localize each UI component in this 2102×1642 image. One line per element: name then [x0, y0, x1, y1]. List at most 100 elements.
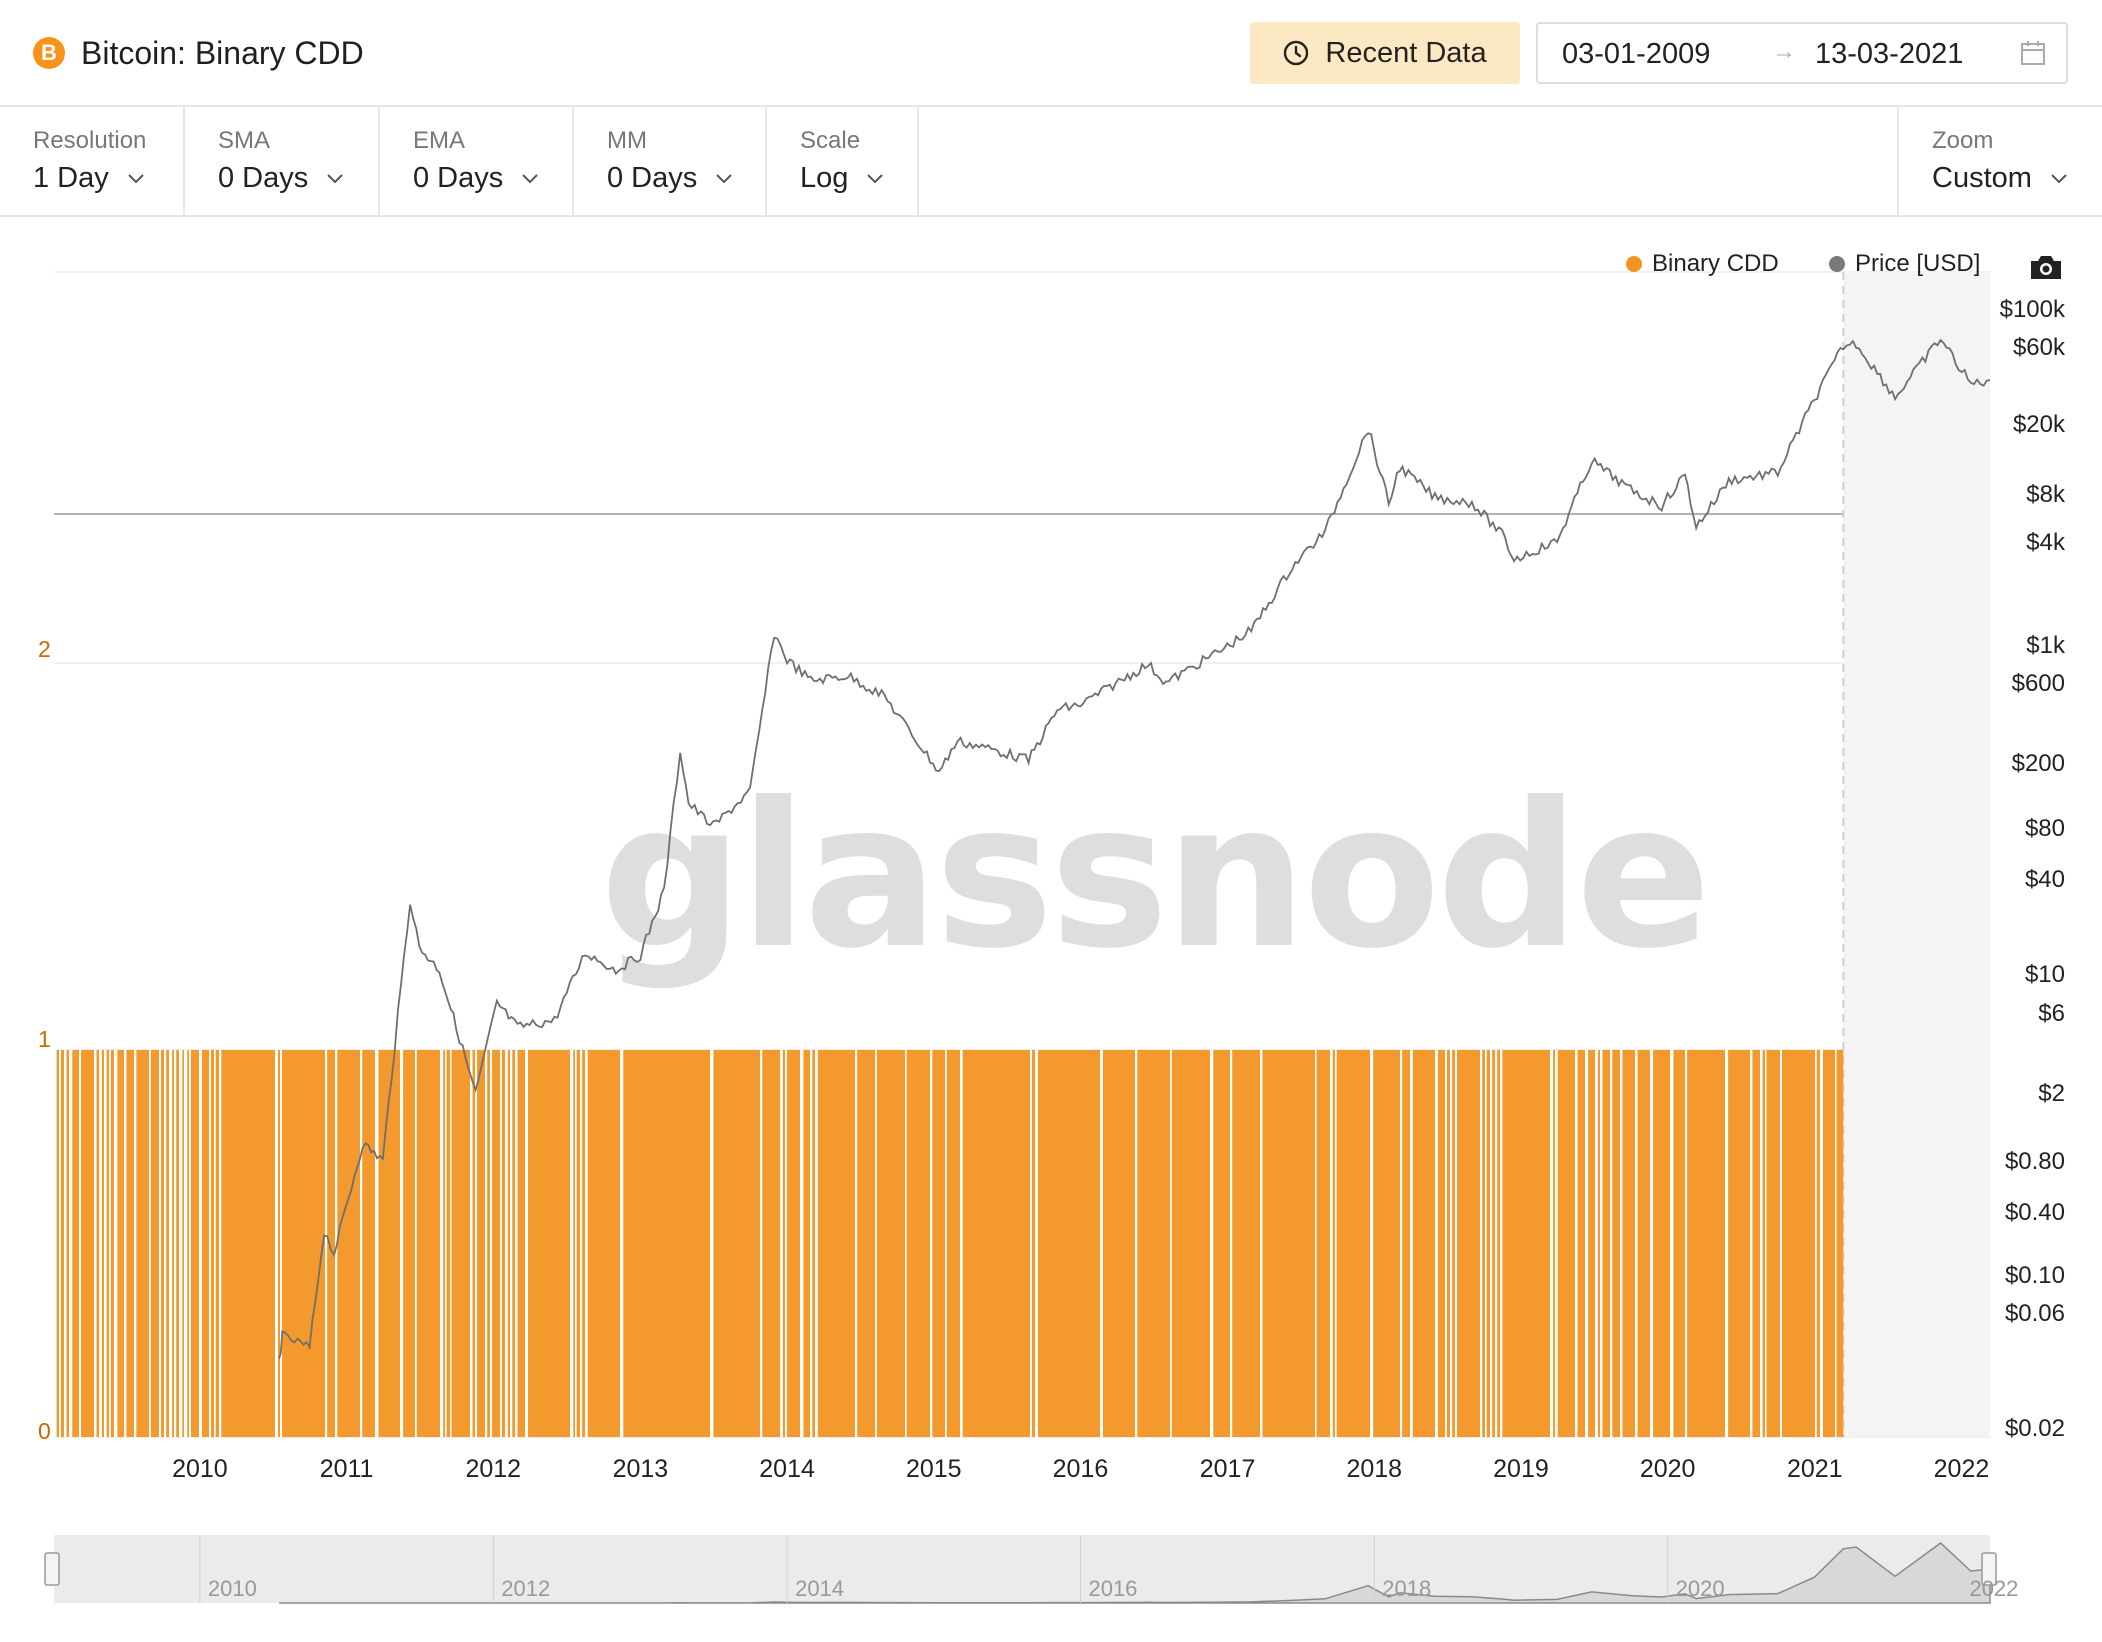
scale-dropdown[interactable]: Scale Log [767, 107, 919, 215]
right-tick-label: $20k [2012, 411, 2065, 438]
binary-cdd-zero-gap [335, 1050, 338, 1437]
right-tick-label: $0.06 [2004, 1300, 2065, 1327]
binary-cdd-zero-gap [1370, 1050, 1374, 1437]
binary-cdd-zero-gap [94, 1050, 97, 1437]
binary-cdd-zero-gap [1435, 1050, 1438, 1437]
binary-cdd-zero-gap [59, 1050, 61, 1437]
navigator-tick-label: 2010 [207, 1576, 257, 1601]
x-tick-label: 2022 [1933, 1455, 1990, 1483]
camera-icon[interactable] [2029, 253, 2063, 281]
right-tick-label: $6 [2038, 1000, 2065, 1027]
navigator-left-handle[interactable] [44, 1552, 60, 1586]
binary-cdd-zero-gap [945, 1050, 947, 1437]
binary-cdd-zero-gap [1685, 1050, 1688, 1437]
binary-cdd-zero-gap [1260, 1050, 1263, 1437]
chart-header: B Bitcoin: Binary CDD Recent Data 03-01-… [0, 0, 2102, 107]
right-tick-label: $4k [2026, 529, 2065, 556]
right-tick-label: $1k [2026, 632, 2065, 659]
chevron-down-icon [327, 173, 343, 183]
navigator-tick-label: 2022 [1969, 1576, 2019, 1601]
binary-cdd-zero-gap [1550, 1050, 1554, 1437]
date-end-field[interactable]: 13-03-2021 [1815, 38, 1964, 70]
x-tick-label: 2018 [1346, 1455, 1403, 1483]
binary-cdd-zero-gap [179, 1050, 183, 1437]
binary-cdd-zero-gap [1030, 1050, 1032, 1437]
binary-cdd-zero-gap [1485, 1050, 1487, 1437]
binary-cdd-zero-gap [1490, 1050, 1493, 1437]
glassnode-watermark: glassnode [600, 760, 1711, 993]
binary-cdd-zero-gap [1835, 1050, 1837, 1437]
recent-data-button[interactable]: Recent Data [1250, 22, 1520, 84]
binary-cdd-zero-gap [1670, 1050, 1674, 1437]
binary-cdd-zero-gap [69, 1050, 73, 1437]
recent-data-label: Recent Data [1325, 36, 1487, 69]
binary-cdd-zero-gap [114, 1050, 118, 1437]
binary-cdd-zero-gap [325, 1050, 328, 1437]
binary-cdd-zero-gap [400, 1050, 404, 1437]
binary-cdd-zero-gap [1410, 1050, 1413, 1437]
binary-cdd-zero-gap [1330, 1050, 1333, 1437]
binary-cdd-zero-gap [184, 1050, 188, 1437]
calendar-icon[interactable] [2020, 39, 2046, 67]
x-tick-label: 2010 [172, 1455, 228, 1483]
binary-cdd-zero-gap [525, 1050, 529, 1437]
ema-label: EMA [413, 127, 466, 154]
navigator-right-handle[interactable] [1981, 1552, 1997, 1586]
legend-price[interactable]: Price [USD] [1829, 250, 1980, 278]
sma-dropdown[interactable]: SMA 0 Days [185, 107, 380, 215]
ema-value: 0 Days [413, 162, 539, 195]
legend-price-dot [1829, 256, 1845, 272]
right-tick-label: $0.40 [2004, 1199, 2065, 1226]
binary-cdd-zero-gap [580, 1050, 583, 1437]
right-tick-label: $60k [2012, 334, 2065, 361]
binary-cdd-zero-gap [199, 1050, 203, 1437]
binary-cdd-zero-gap [1135, 1050, 1138, 1437]
page-title: Bitcoin: Binary CDD [81, 34, 364, 71]
binary-cdd-zero-gap [1450, 1050, 1453, 1437]
binary-cdd-zero-gap [1600, 1050, 1603, 1437]
binary-cdd-zero-gap [440, 1050, 444, 1437]
resolution-value: 1 Day [33, 162, 145, 195]
binary-cdd-zero-gap [109, 1050, 111, 1437]
binary-cdd-zero-gap [164, 1050, 167, 1437]
scale-label: Scale [800, 127, 861, 154]
binary-cdd-zero-gap [810, 1050, 813, 1437]
binary-cdd-zero-gap [475, 1050, 478, 1437]
binary-cdd-zero-gap [500, 1050, 502, 1437]
binary-cdd-zero-gap [275, 1050, 278, 1437]
right-tick-label: $0.10 [2004, 1262, 2065, 1289]
binary-cdd-zero-gap [875, 1050, 877, 1437]
binary-cdd-zero-gap [1780, 1050, 1782, 1437]
binary-cdd-zero-gap [575, 1050, 577, 1437]
left-tick-label: 2 [38, 636, 51, 662]
legend-binary-cdd-label: Binary CDD [1652, 250, 1779, 277]
x-tick-label: 2020 [1639, 1455, 1696, 1483]
right-tick-label: $40 [2024, 866, 2065, 893]
binary-cdd-zero-gap [54, 1050, 57, 1437]
binary-cdd-zero-gap [1650, 1050, 1654, 1437]
binary-cdd-zero-gap [64, 1050, 67, 1437]
binary-cdd-zero-gap [280, 1050, 283, 1437]
resolution-dropdown[interactable]: Resolution 1 Day [0, 107, 185, 215]
date-range-picker[interactable]: 03-01-2009 → 13-03-2021 [1536, 22, 2068, 84]
legend-binary-cdd[interactable]: Binary CDD [1626, 250, 1779, 278]
binary-cdd-zero-gap [214, 1050, 216, 1437]
binary-cdd-zero-gap [1335, 1050, 1337, 1437]
right-tick-label: $200 [2011, 750, 2065, 777]
binary-cdd-zero-gap [1610, 1050, 1613, 1437]
ema-dropdown[interactable]: EMA 0 Days [380, 107, 574, 215]
binary-cdd-zero-gap [485, 1050, 488, 1437]
zoom-dropdown[interactable]: Zoom Custom [1897, 107, 2102, 215]
price-line [278, 338, 1991, 1359]
mm-dropdown[interactable]: MM 0 Days [574, 107, 767, 215]
binary-cdd-zero-gap [855, 1050, 858, 1437]
binary-cdd-zero-gap [1495, 1050, 1498, 1437]
bitcoin-icon: B [33, 37, 65, 69]
binary-cdd-zero-gap [1315, 1050, 1317, 1437]
right-tick-label: $80 [2024, 815, 2065, 842]
binary-cdd-zero-gap [1445, 1050, 1447, 1437]
binary-cdd-zero-gap [445, 1050, 447, 1437]
binary-cdd-zero-gap [760, 1050, 763, 1437]
date-start-field[interactable]: 03-01-2009 [1562, 38, 1711, 70]
zoom-label: Zoom [1932, 127, 1994, 154]
